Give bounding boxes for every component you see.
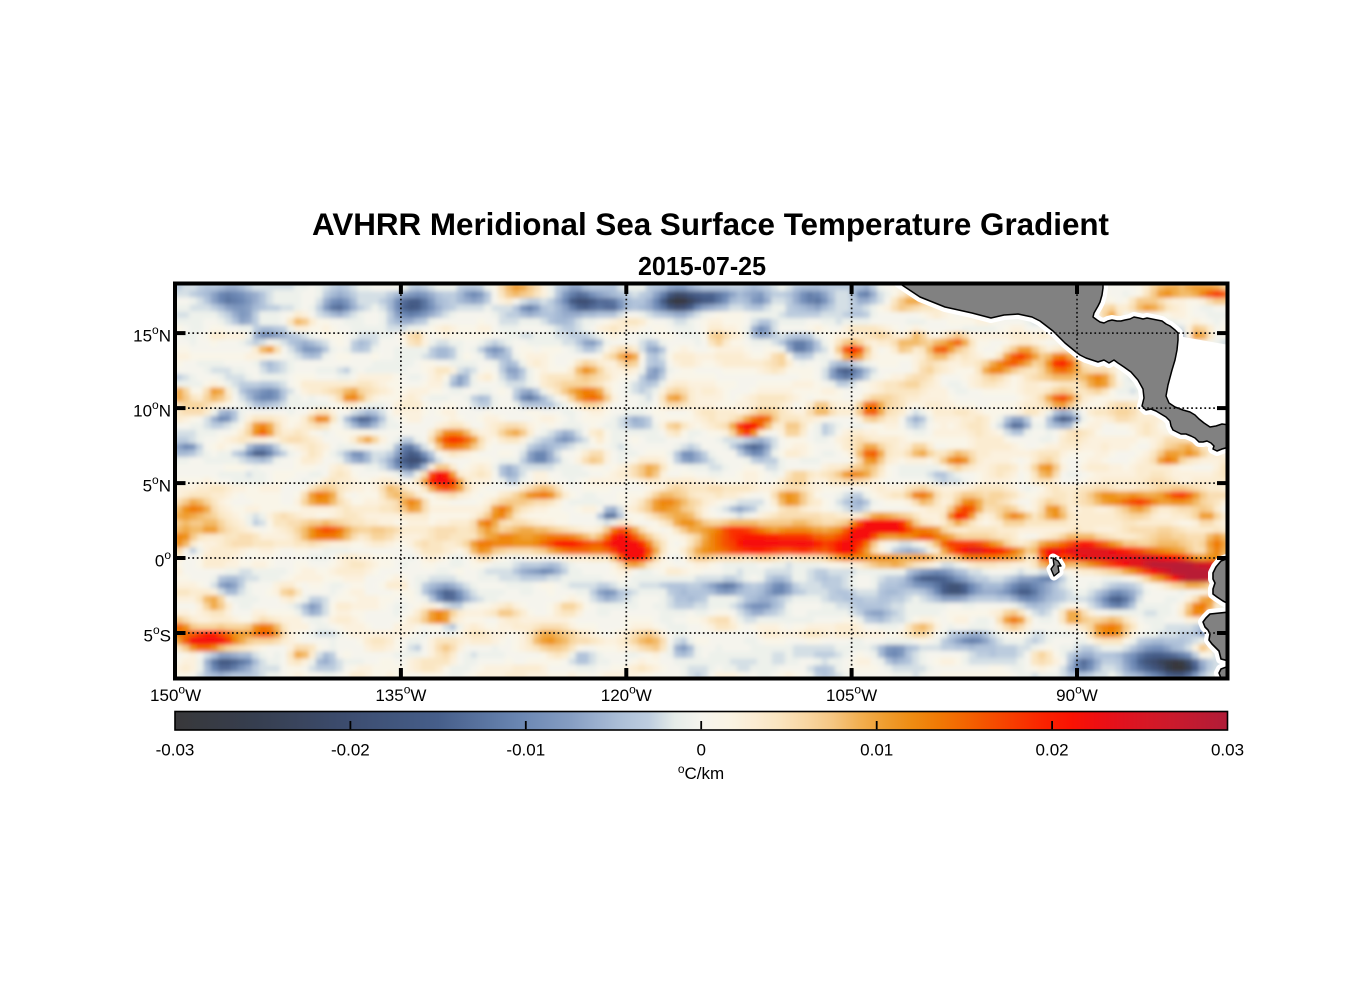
- svg-text:0.02: 0.02: [1036, 741, 1069, 760]
- svg-text:90oW: 90oW: [1056, 683, 1098, 706]
- svg-text:AVHRR Meridional Sea Surface T: AVHRR Meridional Sea Surface Temperature…: [312, 206, 1110, 242]
- svg-text:-0.03: -0.03: [156, 741, 195, 760]
- svg-text:120oW: 120oW: [601, 683, 652, 706]
- svg-text:2015-07-25: 2015-07-25: [638, 251, 766, 281]
- svg-text:-0.02: -0.02: [331, 741, 370, 760]
- svg-text:5oS: 5oS: [144, 623, 172, 646]
- svg-text:0.01: 0.01: [860, 741, 893, 760]
- svg-text:150oW: 150oW: [150, 683, 201, 706]
- svg-text:105oW: 105oW: [826, 683, 877, 706]
- svg-text:0.03: 0.03: [1211, 741, 1244, 760]
- svg-text:10oN: 10oN: [133, 398, 171, 421]
- svg-text:15oN: 15oN: [133, 323, 171, 346]
- svg-text:-0.01: -0.01: [506, 741, 545, 760]
- svg-text:oC/km: oC/km: [678, 762, 724, 783]
- svg-text:5oN: 5oN: [143, 473, 171, 496]
- svg-text:135oW: 135oW: [375, 683, 426, 706]
- svg-text:0: 0: [696, 741, 705, 760]
